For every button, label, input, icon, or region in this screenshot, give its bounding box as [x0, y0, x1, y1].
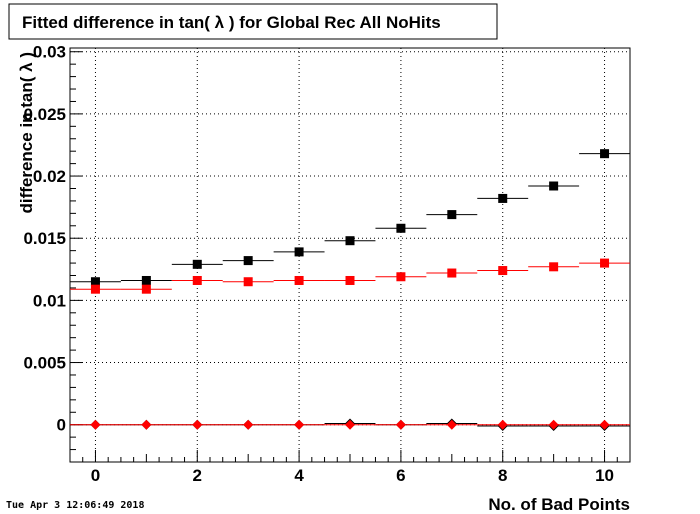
square-marker — [294, 247, 304, 257]
x-tick-label: 4 — [294, 466, 304, 485]
diamond-marker — [497, 419, 508, 430]
x-axis-title: No. of Bad Points — [488, 495, 630, 514]
x-tick-label: 2 — [193, 466, 202, 485]
diamond-marker — [141, 419, 152, 430]
square-marker — [192, 259, 202, 269]
title-frame — [8, 3, 498, 40]
square-marker — [600, 149, 610, 159]
y-tick-label: 0.02 — [33, 167, 66, 186]
square-marker — [600, 258, 610, 268]
square-marker — [396, 272, 406, 282]
diamond-marker — [90, 419, 101, 430]
axis-layer: 0 2 4 6 8 10 0 0.005 0.01 0.015 0.02 0.025 0.03 — [23, 43, 631, 485]
square-marker — [498, 266, 508, 276]
series-layer — [70, 149, 630, 431]
square-marker — [141, 275, 151, 285]
square-marker — [345, 275, 355, 285]
diamond-marker — [243, 419, 254, 430]
diamond-marker — [548, 419, 559, 430]
square-marker — [447, 210, 457, 220]
y-tick-label: 0.025 — [23, 105, 66, 124]
square-marker — [447, 268, 457, 278]
square-marker — [549, 262, 559, 272]
y-tick-label: 0 — [57, 416, 66, 435]
series-1 — [70, 149, 630, 287]
y-tick-label: 0.03 — [33, 43, 66, 62]
square-marker — [549, 181, 559, 191]
square-marker — [243, 256, 253, 266]
x-tick-label: 0 — [91, 466, 100, 485]
square-marker — [90, 284, 100, 294]
series-4 — [70, 419, 630, 430]
chart-title: Fitted difference in tan( λ ) for Global… — [22, 13, 441, 32]
diamond-marker — [395, 419, 406, 430]
x-tick-label: 8 — [498, 466, 507, 485]
title-box: Fitted difference in tan( λ ) for Global… — [8, 3, 498, 40]
plot-frame — [69, 47, 631, 463]
x-tick-label: 10 — [595, 466, 614, 485]
diamond-marker — [599, 419, 610, 430]
square-marker — [345, 236, 355, 246]
y-tick-label: 0.015 — [23, 229, 66, 248]
square-marker — [498, 193, 508, 203]
square-marker — [141, 284, 151, 294]
x-tick-label: 6 — [396, 466, 405, 485]
timestamp-label: Tue Apr 3 12:06:49 2018 — [6, 500, 144, 511]
diamond-marker — [294, 419, 305, 430]
square-marker — [192, 275, 202, 285]
square-marker — [243, 277, 253, 287]
y-axis-title: difference in tan( λ ) — [17, 52, 36, 214]
diamond-marker — [192, 419, 203, 430]
square-marker — [294, 275, 304, 285]
y-tick-label: 0.01 — [33, 291, 66, 310]
series-2 — [70, 258, 630, 294]
grid-layer — [70, 48, 630, 462]
diamond-marker — [446, 419, 457, 430]
diamond-marker — [345, 419, 355, 430]
square-marker — [90, 277, 100, 287]
y-tick-label: 0.005 — [23, 354, 66, 373]
square-marker — [396, 223, 406, 233]
